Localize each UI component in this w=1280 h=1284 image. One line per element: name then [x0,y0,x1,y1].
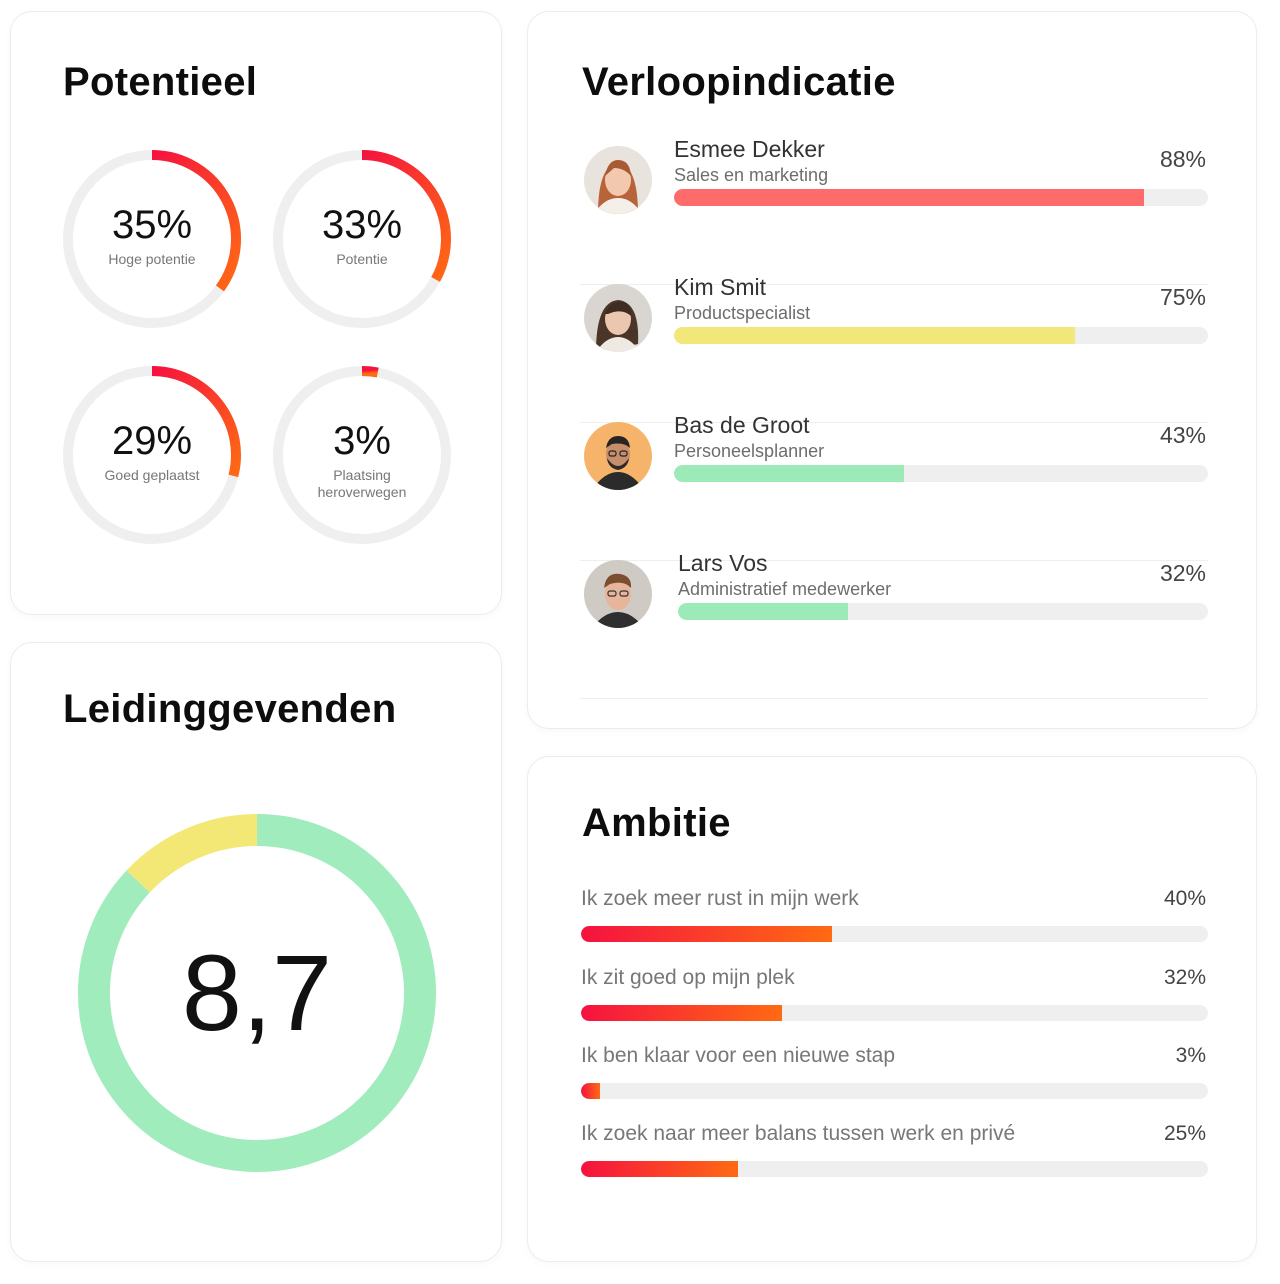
ring-svg [273,150,451,328]
progress-track [674,327,1208,344]
person-percentage: 75% [1159,284,1206,310]
ring-label: Goed geplaatst [104,467,200,483]
ring-svg [273,366,451,544]
ambitie-label: Ik zit goed op mijn plek [581,966,795,989]
avatar [584,422,652,490]
ring-value: 35% [111,203,193,247]
ambitie-percentage: 3% [1175,1044,1206,1067]
person-name: Lars Vos [678,550,768,576]
ring-svg [63,150,241,328]
person-percentage: 43% [1159,422,1206,448]
progress-track [581,1005,1208,1021]
progress-fill [581,1083,600,1099]
score-donut [78,814,436,1172]
ring-arc [361,366,379,378]
person-name: Kim Smit [674,274,766,300]
progress-track [581,926,1208,942]
person-row: Kim Smit Productspecialist 75% [580,274,1208,423]
progress-fill [581,926,832,942]
ambitie-item: Ik zit goed op mijn plek 32% [581,966,1208,1026]
progress-fill [678,603,848,620]
person-row: Bas de Groot Personeelsplanner 43% [580,412,1208,561]
person-row: Lars Vos Administratief medewerker 32% [580,550,1208,699]
progress-fill [581,1005,782,1021]
leidinggevenden-card: Leidinggevenden 8,7 [10,642,502,1262]
person-name: Bas de Groot [674,412,810,438]
ambitie-item: Ik zoek meer rust in mijn werk 40% [581,887,1208,947]
ring-value: 3% [333,419,391,463]
potentieel-card: Potentieel 35% Hoge potentie 33% Potenti… [10,11,502,615]
person-name: Esmee Dekker [674,136,825,162]
progress-fill [674,327,1075,344]
ambitie-label: Ik zoek meer rust in mijn werk [581,887,859,910]
progress-fill [581,1161,738,1177]
verloopindicatie-title: Verloopindicatie [582,60,896,104]
score-value: 8,7 [181,932,333,1053]
ring-svg [63,366,241,544]
avatar [584,560,652,628]
ring-arc [361,150,451,282]
progress-fill [674,189,1144,206]
progress-track [674,189,1208,206]
progress-track [678,603,1208,620]
potentieel-title: Potentieel [63,60,258,104]
person-role: Productspecialist [674,303,811,323]
person-role: Personeelsplanner [674,441,825,461]
ambitie-label: Ik ben klaar voor een nieuwe stap [581,1044,896,1067]
person-role: Administratief medewerker [678,579,892,599]
ambitie-item: Ik ben klaar voor een nieuwe stap 3% [581,1044,1208,1104]
donut-segment-1 [126,814,258,893]
progress-track [674,465,1208,482]
ambitie-label: Ik zoek naar meer balans tussen werk en … [581,1122,1016,1145]
progress-fill [674,465,904,482]
progress-track [581,1083,1208,1099]
ambitie-card: Ambitie Ik zoek meer rust in mijn werk 4… [527,756,1257,1262]
ambitie-title: Ambitie [582,801,731,845]
ring-goed-geplaatst: 29% Goed geplaatst [60,363,244,547]
ring-value: 33% [321,203,403,247]
avatar [584,146,652,214]
ambitie-percentage: 25% [1163,1122,1206,1145]
person-row: Esmee Dekker Sales en marketing 88% [580,136,1208,285]
ring-value: 29% [111,419,193,463]
ring-label: Potentie [336,251,388,267]
avatar [584,284,652,352]
person-role: Sales en marketing [674,165,829,185]
ring-label: Hoge potentie [108,251,196,267]
donut-segment-0 [78,814,436,1172]
ambitie-percentage: 32% [1163,966,1206,989]
ambitie-item: Ik zoek naar meer balans tussen werk en … [581,1122,1208,1182]
ring-label: Plaatsing heroverwegen [317,467,407,500]
person-percentage: 32% [1159,560,1206,586]
ring-arc [151,150,241,292]
progress-track [581,1161,1208,1177]
ring-arc [151,366,241,478]
ambitie-percentage: 40% [1163,887,1206,910]
ring-plaatsing-heroverwegen: 3% Plaatsing heroverwegen [270,363,454,547]
person-percentage: 88% [1159,146,1206,172]
ring-hoge-potentie: 35% Hoge potentie [60,147,244,331]
verloopindicatie-card: Verloopindicatie Esmee Dekker Sales en m… [527,11,1257,729]
ring-potentie: 33% Potentie [270,147,454,331]
leidinggevenden-title: Leidinggevenden [63,687,397,731]
